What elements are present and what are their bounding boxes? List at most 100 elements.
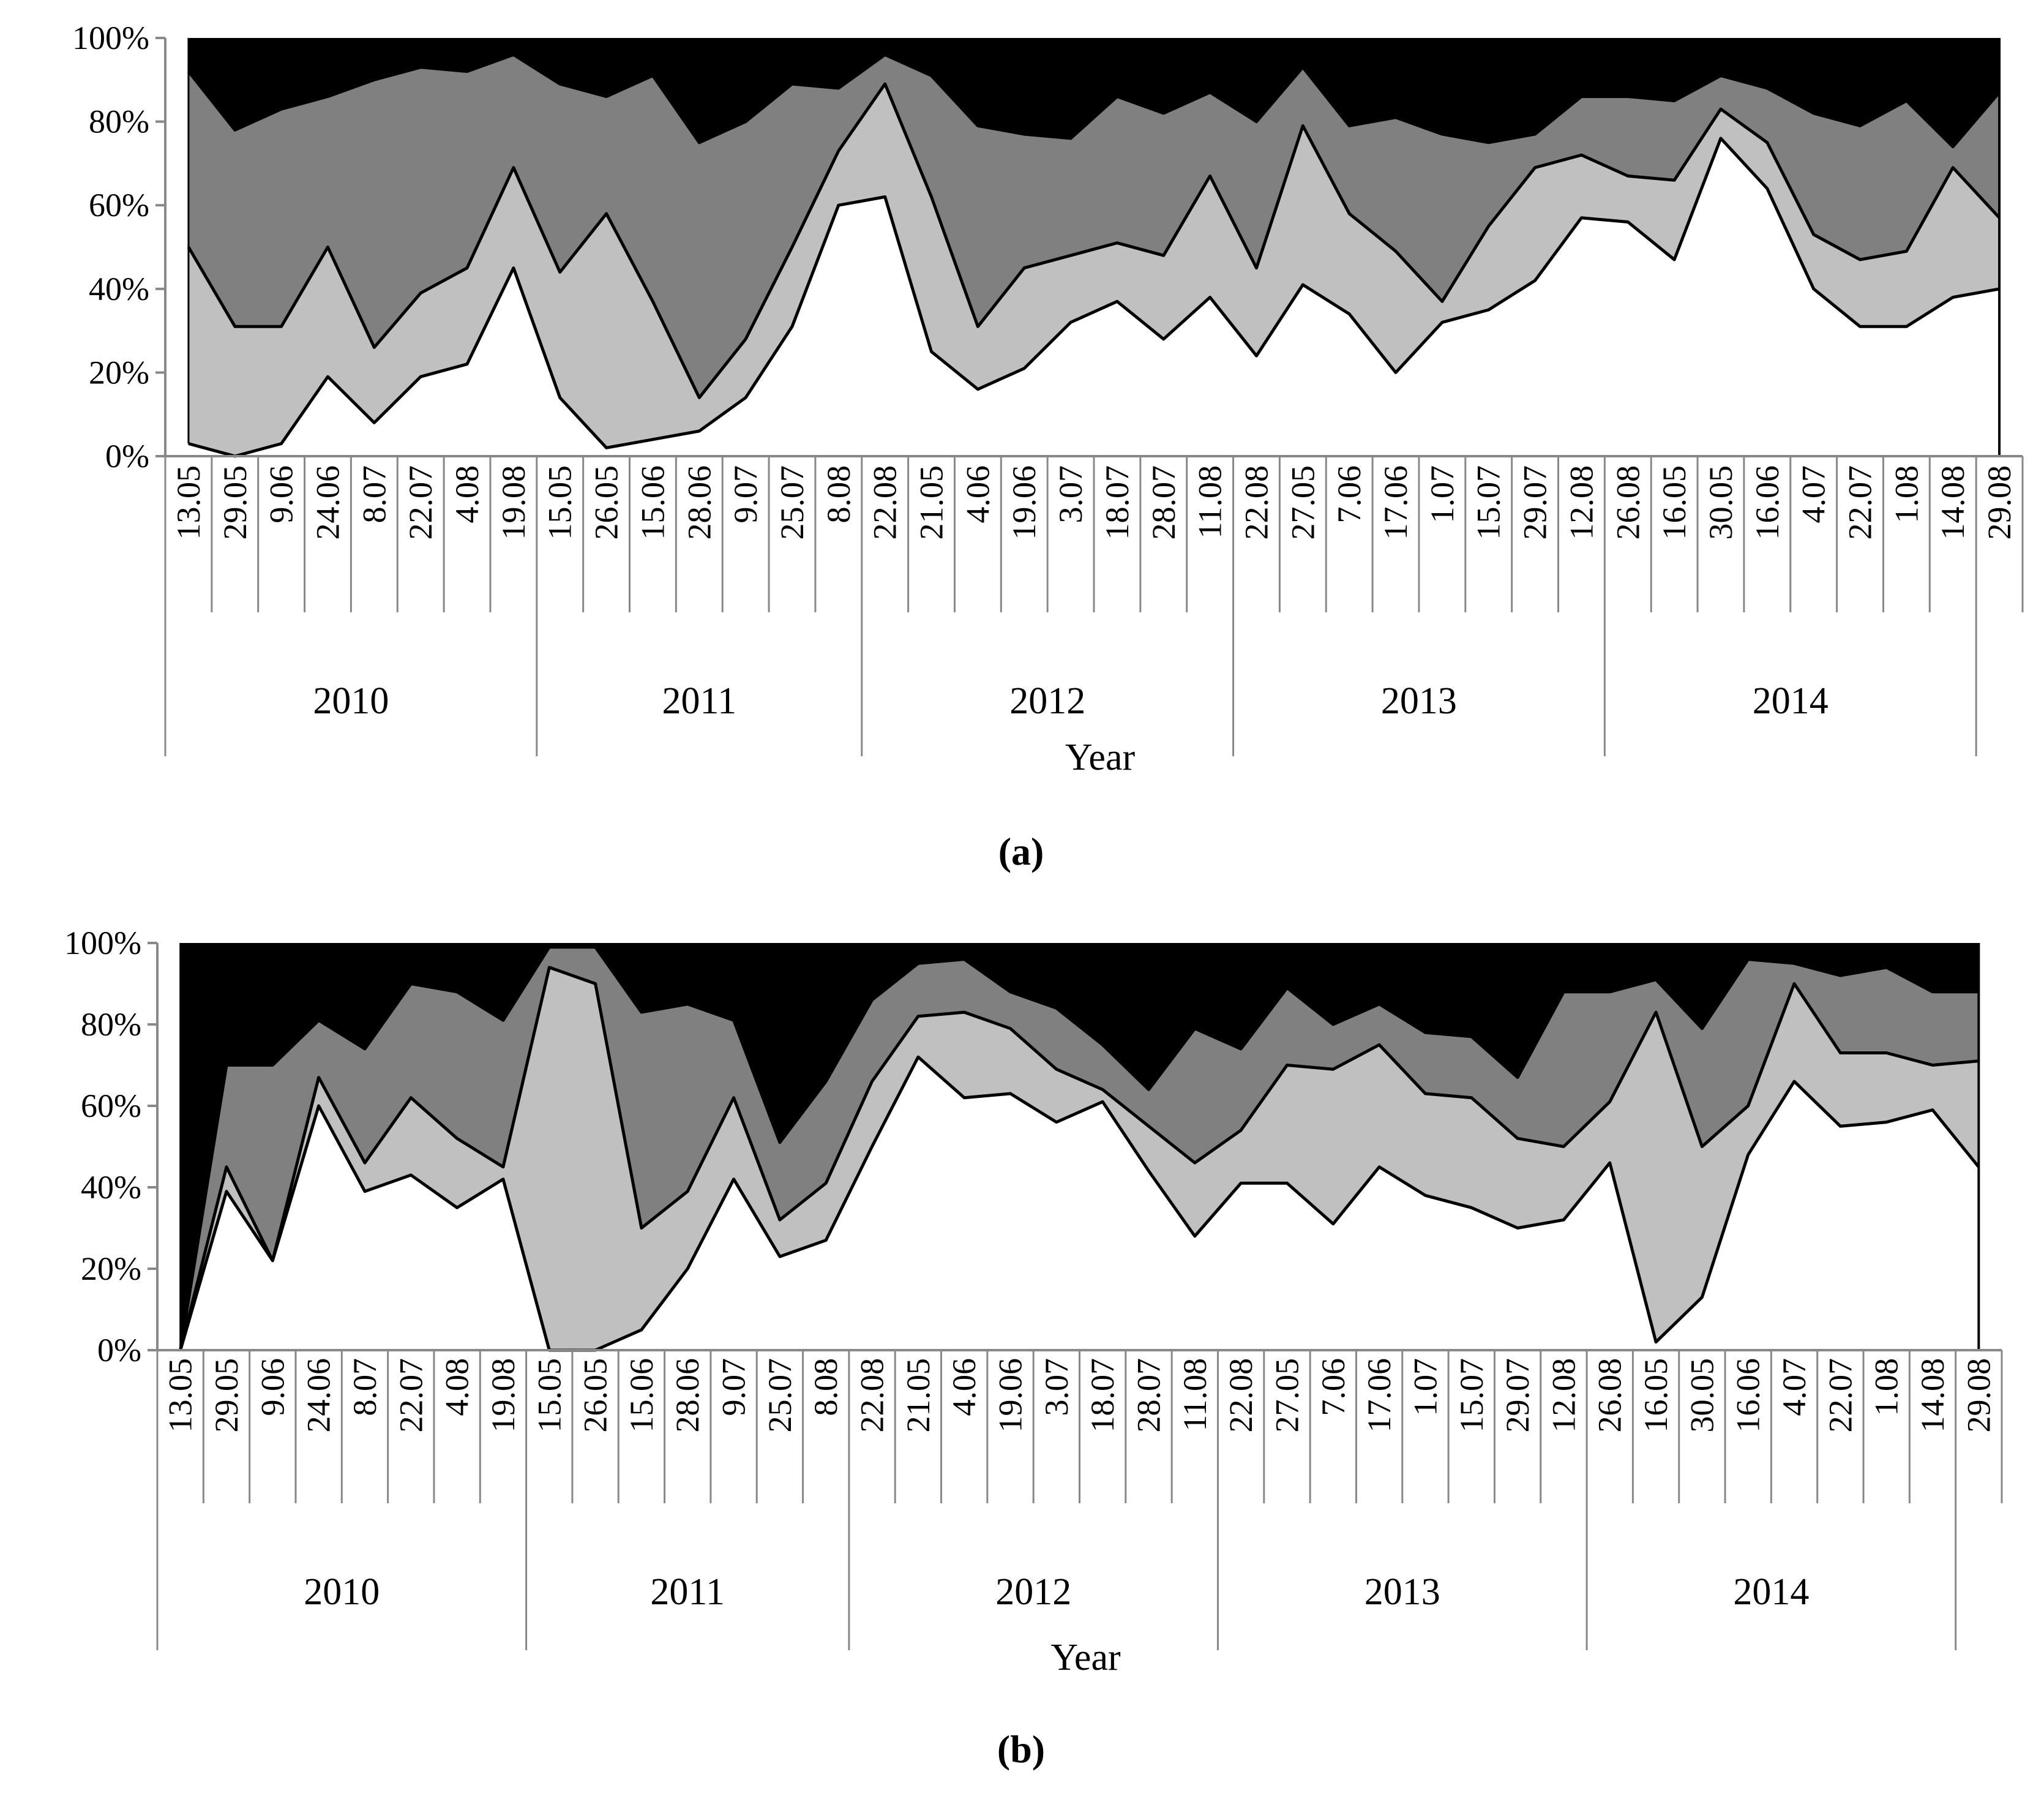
x-tick-label: 12.08 xyxy=(1563,465,1600,540)
x-tick-label: 1.08 xyxy=(1888,465,1925,524)
x-tick-label: 13.05 xyxy=(170,465,207,540)
x-tick-label: 29.08 xyxy=(1960,1358,1997,1433)
x-tick-label: 16.05 xyxy=(1638,1358,1674,1433)
band-4-area xyxy=(180,943,1979,1350)
x-tick-label: 24.06 xyxy=(301,1358,337,1433)
y-tick-label: 60% xyxy=(89,187,149,223)
band-1-area xyxy=(188,138,2000,456)
boundary-line-2 xyxy=(187,82,2001,399)
boundary-line-1 xyxy=(188,137,2000,458)
boundary-line-3 xyxy=(187,53,2001,149)
x-tick-label: 22.08 xyxy=(854,1358,891,1433)
x-tick-label: 12.08 xyxy=(1545,1358,1582,1433)
x-tick-label: 4.06 xyxy=(946,1358,983,1416)
x-tick-label: 11.08 xyxy=(1177,1358,1213,1432)
x-axis-title: Year xyxy=(1065,737,1136,778)
y-tick-label: 80% xyxy=(81,1006,141,1043)
x-tick-label: 28.07 xyxy=(1145,465,1182,540)
x-tick-label: 16.06 xyxy=(1730,1358,1767,1433)
y-tick-label: 0% xyxy=(105,438,149,475)
year-label: 2014 xyxy=(1733,1571,1809,1613)
x-tick-label: 29.07 xyxy=(1517,465,1554,540)
panel-label: (a) xyxy=(998,830,1044,873)
x-tick-label: 22.07 xyxy=(402,465,439,540)
band-2-area xyxy=(180,967,1979,1350)
year-label: 2011 xyxy=(650,1571,725,1613)
x-tick-label: 9.06 xyxy=(263,465,300,524)
x-tick-label: 24.06 xyxy=(310,465,346,540)
y-tick-label: 100% xyxy=(72,20,149,56)
x-tick-label: 3.07 xyxy=(1052,465,1089,524)
x-tick-label: 19.08 xyxy=(495,465,532,540)
x-tick-label: 26.08 xyxy=(1609,465,1646,540)
x-tick-label: 30.05 xyxy=(1702,465,1739,540)
x-axis-title: Year xyxy=(1050,1637,1121,1678)
x-tick-label: 16.05 xyxy=(1656,465,1693,540)
x-tick-label: 9.07 xyxy=(716,1358,752,1416)
x-tick-label: 28.07 xyxy=(1131,1358,1167,1433)
x-tick-label: 29.05 xyxy=(208,1358,245,1433)
y-tick-label: 20% xyxy=(81,1250,141,1287)
x-tick-label: 22.08 xyxy=(1238,465,1275,540)
x-tick-label: 8.07 xyxy=(356,465,392,524)
x-tick-label: 8.08 xyxy=(807,1358,844,1416)
x-tick-label: 19.06 xyxy=(992,1358,1029,1433)
band-3-area xyxy=(180,947,1979,1350)
year-label: 2010 xyxy=(304,1571,380,1613)
x-tick-label: 21.05 xyxy=(900,1358,937,1433)
year-label: 2012 xyxy=(1009,680,1085,722)
y-tick-label: 100% xyxy=(64,925,141,961)
y-tick-label: 60% xyxy=(81,1087,141,1124)
year-label: 2013 xyxy=(1381,680,1457,722)
x-tick-label: 26.05 xyxy=(577,1358,614,1433)
x-tick-label: 15.05 xyxy=(542,465,578,540)
x-tick-label: 9.06 xyxy=(254,1358,291,1416)
x-tick-label: 18.07 xyxy=(1099,465,1136,540)
y-tick-label: 40% xyxy=(81,1169,141,1206)
x-tick-label: 25.07 xyxy=(762,1358,798,1433)
band-2-area xyxy=(188,84,2000,457)
x-tick-label: 15.06 xyxy=(634,465,671,540)
x-tick-label: 4.07 xyxy=(1795,465,1832,524)
x-tick-label: 8.08 xyxy=(820,465,857,524)
x-tick-label: 22.08 xyxy=(867,465,904,540)
x-tick-label: 19.06 xyxy=(1006,465,1043,540)
x-tick-label: 27.05 xyxy=(1284,465,1321,540)
x-tick-label: 16.06 xyxy=(1749,465,1786,540)
year-label: 2014 xyxy=(1753,680,1829,722)
boundary-line-1 xyxy=(179,1055,1980,1352)
x-tick-label: 18.07 xyxy=(1084,1358,1121,1433)
x-tick-label: 25.07 xyxy=(774,465,810,540)
x-tick-label: 1.08 xyxy=(1868,1358,1905,1416)
x-tick-label: 3.07 xyxy=(1038,1358,1075,1416)
x-tick-label: 21.05 xyxy=(913,465,950,540)
x-tick-label: 11.08 xyxy=(1192,465,1229,539)
year-label: 2013 xyxy=(1365,1571,1440,1613)
x-tick-label: 4.07 xyxy=(1776,1358,1813,1416)
x-tick-label: 4.06 xyxy=(959,465,996,524)
boundary-line-2 xyxy=(179,966,1979,1351)
boundary-line-3 xyxy=(179,945,1979,1351)
y-tick-label: 0% xyxy=(97,1332,141,1369)
x-tick-label: 22.07 xyxy=(1822,1358,1859,1433)
band-4-area xyxy=(188,38,2000,147)
x-tick-label: 14.08 xyxy=(1934,465,1971,540)
x-tick-label: 19.08 xyxy=(485,1358,522,1433)
chart-panel-1: 0% 20% 40% 60% 80% 100% 13.05 29.05 9.06 24.06 8.0… xyxy=(72,20,2024,873)
x-tick-label: 29.07 xyxy=(1499,1358,1536,1433)
band-3-area xyxy=(188,54,2000,398)
y-tick-label: 80% xyxy=(89,103,149,140)
x-tick-label: 22.07 xyxy=(1842,465,1879,540)
x-tick-label: 14.08 xyxy=(1914,1358,1951,1433)
y-tick-label: 40% xyxy=(89,271,149,307)
x-tick-label: 17.06 xyxy=(1361,1358,1398,1433)
x-tick-label: 7.06 xyxy=(1315,1358,1352,1416)
x-tick-label: 27.05 xyxy=(1269,1358,1306,1433)
x-tick-label: 8.07 xyxy=(346,1358,383,1416)
x-tick-label: 22.07 xyxy=(392,1358,429,1433)
x-tick-label: 1.07 xyxy=(1407,1358,1443,1416)
x-tick-label: 28.06 xyxy=(681,465,717,540)
x-tick-label: 29.05 xyxy=(217,465,253,540)
x-tick-label: 4.08 xyxy=(449,465,485,524)
